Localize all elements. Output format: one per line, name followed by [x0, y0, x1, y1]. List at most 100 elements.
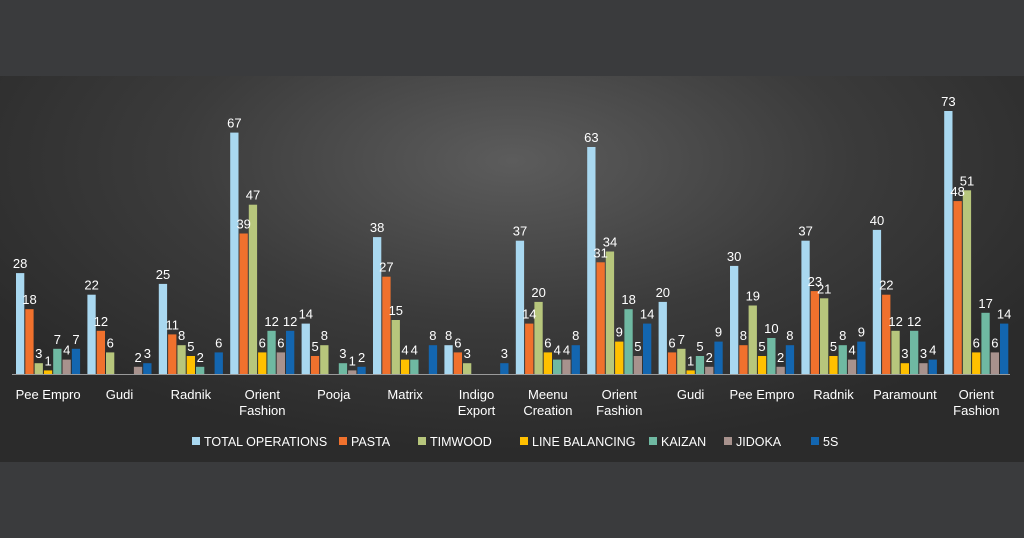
- value-label: 12: [264, 314, 278, 329]
- value-label: 7: [54, 332, 61, 347]
- value-label: 5: [311, 339, 318, 354]
- bar-pasta-5: [382, 276, 391, 374]
- value-label: 8: [178, 328, 185, 343]
- value-label: 8: [786, 328, 793, 343]
- bar-pasta-8: [596, 262, 605, 374]
- value-label: 14: [997, 307, 1011, 322]
- value-label: 8: [740, 328, 747, 343]
- value-label: 6: [991, 335, 998, 350]
- bar-5s-3: [286, 330, 295, 374]
- value-label: 2: [134, 350, 141, 365]
- value-label: 9: [616, 325, 623, 340]
- value-label: 5: [696, 339, 703, 354]
- bar-kaizan-2: [196, 366, 205, 374]
- bar-line-balancing-11: [829, 356, 838, 374]
- value-label: 4: [554, 343, 561, 358]
- bar-kaizan-7: [553, 359, 562, 374]
- bar-5s-7: [571, 345, 580, 374]
- value-label: 12: [283, 314, 297, 329]
- legend-item-line-balancing: LINE BALANCING: [520, 435, 636, 449]
- category-label: Orient Fashion: [953, 387, 999, 418]
- bar-jidoka-10: [776, 366, 785, 374]
- category-label: Gudi: [106, 387, 134, 402]
- value-label: 6: [973, 335, 980, 350]
- bar-line-balancing-3: [258, 352, 267, 374]
- legend-swatch: [649, 437, 657, 445]
- value-label: 7: [72, 332, 79, 347]
- value-label: 22: [879, 278, 893, 293]
- legend-swatch: [520, 437, 528, 445]
- value-label: 4: [563, 343, 570, 358]
- legend-item-jidoka: JIDOKA: [724, 435, 782, 449]
- bar-pasta-1: [96, 330, 105, 374]
- legend-label: KAIZAN: [661, 435, 706, 449]
- value-label: 3: [144, 346, 151, 361]
- value-label: 14: [640, 307, 654, 322]
- bar-kaizan-5: [410, 359, 419, 374]
- bar-line-balancing-12: [900, 363, 909, 374]
- value-label: 48: [950, 184, 964, 199]
- bar-jidoka-7: [562, 359, 571, 374]
- bar-pasta-2: [168, 334, 177, 374]
- bar-total-operations-0: [16, 273, 25, 374]
- value-label: 4: [63, 343, 70, 358]
- bar-5s-12: [928, 359, 937, 374]
- bar-kaizan-13: [981, 312, 990, 374]
- bar-kaizan-4: [338, 363, 348, 374]
- value-label: 14: [299, 307, 313, 322]
- bar-line-balancing-5: [400, 359, 410, 374]
- bar-timwood-13: [962, 190, 972, 374]
- bar-total-operations-4: [301, 323, 310, 374]
- value-label: 15: [389, 303, 403, 318]
- bar-pasta-0: [25, 309, 34, 374]
- value-label: 12: [907, 314, 921, 329]
- value-label: 63: [584, 130, 598, 145]
- bar-line-balancing-0: [43, 370, 53, 374]
- bar-pasta-7: [525, 323, 534, 374]
- bar-timwood-9: [677, 348, 686, 374]
- value-label: 73: [941, 94, 955, 109]
- value-label: 18: [22, 292, 36, 307]
- bar-pasta-11: [810, 291, 819, 374]
- value-label: 6: [544, 335, 551, 350]
- bar-jidoka-3: [276, 352, 285, 374]
- value-label: 10: [764, 321, 778, 336]
- bar-kaizan-0: [53, 348, 62, 374]
- bar-total-operations-12: [872, 229, 882, 374]
- value-label: 3: [920, 346, 927, 361]
- value-label: 5: [758, 339, 765, 354]
- bar-pasta-12: [882, 294, 891, 374]
- value-label: 6: [215, 335, 222, 350]
- category-label: Pee Empro: [729, 387, 794, 402]
- value-label: 8: [572, 328, 579, 343]
- bar-kaizan-9: [695, 356, 705, 374]
- value-label: 8: [445, 328, 452, 343]
- bar-jidoka-9: [705, 366, 714, 374]
- bar-5s-0: [71, 348, 81, 374]
- legend-label: 5S: [823, 435, 838, 449]
- bar-pasta-4: [310, 356, 320, 374]
- bar-5s-1: [143, 363, 152, 374]
- value-label: 5: [830, 339, 837, 354]
- legend-item-total-operations: TOTAL OPERATIONS: [192, 435, 327, 449]
- value-label: 8: [429, 328, 436, 343]
- bar-5s-4: [357, 366, 366, 374]
- bar-timwood-7: [534, 301, 543, 374]
- category-label: Pee Empro: [16, 387, 81, 402]
- value-label: 51: [960, 173, 974, 188]
- bar-timwood-0: [34, 363, 43, 374]
- value-label: 17: [978, 296, 992, 311]
- bar-pasta-13: [953, 201, 962, 374]
- legend-item-timwood: TIMWOOD: [418, 435, 492, 449]
- value-label: 9: [858, 325, 865, 340]
- value-label: 34: [603, 235, 617, 250]
- value-label: 37: [513, 224, 527, 239]
- bar-jidoka-0: [62, 359, 71, 374]
- value-label: 47: [246, 188, 260, 203]
- bar-5s-9: [714, 341, 723, 374]
- bar-total-operations-10: [730, 265, 739, 374]
- chart-panel: 28 18 3 1 7 4 7 22 12 6 2 3 25 11 8 5 2 6 67 39 47 6 12 6 12 14 5 8…: [0, 76, 1024, 462]
- bar-jidoka-8: [633, 356, 642, 374]
- bar-timwood-6: [463, 363, 472, 374]
- category-label: Pooja: [317, 387, 351, 402]
